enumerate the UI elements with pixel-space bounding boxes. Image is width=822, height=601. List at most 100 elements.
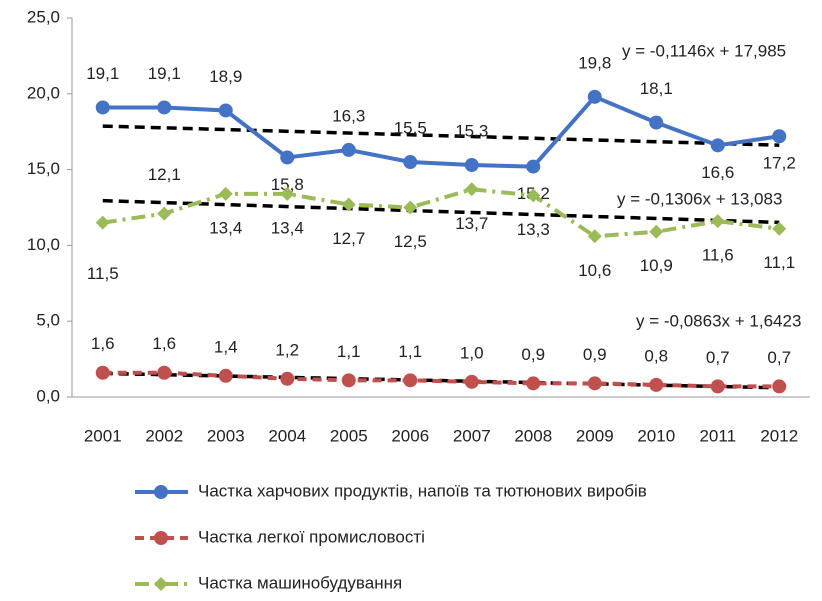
- data-point: [280, 150, 295, 165]
- data-label: 12,5: [394, 232, 427, 251]
- data-point: [587, 376, 602, 391]
- y-tick-label: 0,0: [36, 386, 60, 405]
- data-label: 17,2: [763, 154, 796, 173]
- y-tick-label: 15,0: [27, 159, 60, 178]
- data-label: 1,6: [91, 334, 115, 353]
- data-point: [218, 186, 233, 201]
- data-point: [341, 197, 356, 212]
- data-label: 0,7: [706, 348, 730, 367]
- data-point: [218, 103, 233, 118]
- data-label: 13,7: [455, 214, 488, 233]
- x-tick-label: 2005: [330, 426, 368, 445]
- data-label: 1,1: [398, 342, 422, 361]
- data-label: 12,7: [332, 229, 365, 248]
- x-tick-label: 2001: [84, 426, 122, 445]
- data-label: 0,9: [521, 345, 545, 364]
- series-line: [102, 370, 780, 389]
- data-label: 13,3: [517, 220, 550, 239]
- x-tick-label: 2012: [760, 426, 798, 445]
- legend-label: Частка машинобудування: [198, 573, 402, 592]
- trendline-equation: y = -0,1306x + 13,083: [617, 189, 782, 208]
- data-point: [403, 155, 418, 170]
- data-label: 0,7: [767, 348, 791, 367]
- data-label: 13,4: [209, 218, 242, 237]
- data-point: [710, 214, 725, 229]
- data-label: 11,1: [763, 253, 795, 272]
- trendline-equation: y = -0,1146x + 17,985: [622, 41, 786, 60]
- x-tick-label: 2004: [268, 426, 306, 445]
- data-point: [95, 365, 110, 380]
- data-point: [772, 221, 787, 236]
- data-point: [772, 379, 787, 394]
- data-point: [157, 365, 172, 380]
- data-point: [341, 142, 356, 157]
- series-line: [102, 94, 780, 169]
- data-label: 18,1: [640, 79, 673, 98]
- data-point: [280, 186, 295, 201]
- y-tick-label: 10,0: [27, 235, 60, 254]
- data-point: [772, 129, 787, 144]
- data-point: [649, 377, 664, 392]
- x-tick-label: 2009: [576, 426, 614, 445]
- data-point: [95, 100, 110, 115]
- series-line: [102, 187, 780, 239]
- data-label: 10,9: [640, 256, 673, 275]
- data-point: [157, 206, 172, 221]
- data-point: [403, 200, 418, 215]
- data-label: 15,8: [271, 175, 304, 194]
- data-point: [341, 373, 356, 388]
- data-point: [464, 374, 479, 389]
- legend-label: Частка харчових продуктів, напоїв та тют…: [198, 481, 647, 500]
- trendline: [102, 198, 780, 225]
- trendline-equation: y = -0,0863x + 1,6423: [636, 311, 801, 330]
- data-label: 19,8: [578, 53, 611, 72]
- data-label: 10,6: [578, 261, 611, 280]
- data-point: [710, 138, 725, 153]
- data-point: [710, 379, 725, 394]
- y-tick-label: 5,0: [36, 311, 60, 330]
- data-label: 1,0: [460, 343, 484, 362]
- legend-label: Частка легкої промисловості: [198, 527, 425, 546]
- data-point: [587, 229, 602, 244]
- data-label: 0,8: [644, 346, 668, 365]
- y-tick-label: 20,0: [27, 83, 60, 102]
- data-label: 15,5: [394, 119, 427, 138]
- data-label: 19,1: [148, 64, 181, 83]
- data-label: 1,2: [275, 340, 299, 359]
- data-label: 1,4: [214, 337, 238, 356]
- data-point: [218, 368, 233, 383]
- data-point: [464, 182, 479, 197]
- data-label: 19,1: [86, 64, 119, 83]
- legend-marker: [154, 577, 168, 591]
- legend-marker: [154, 485, 168, 499]
- data-point: [649, 115, 664, 130]
- x-tick-label: 2007: [453, 426, 491, 445]
- data-point: [649, 224, 664, 239]
- data-label: 0,9: [583, 345, 607, 364]
- data-label: 1,6: [152, 334, 176, 353]
- data-label: 11,5: [87, 264, 119, 283]
- data-label: 1,1: [337, 342, 361, 361]
- x-tick-label: 2002: [145, 426, 183, 445]
- data-point: [526, 159, 541, 174]
- data-point: [95, 215, 110, 230]
- data-point: [526, 376, 541, 391]
- legend-marker: [154, 531, 168, 545]
- data-label: 16,6: [701, 163, 734, 182]
- x-tick-label: 2010: [637, 426, 675, 445]
- x-tick-label: 2006: [391, 426, 429, 445]
- data-point: [587, 89, 602, 104]
- data-label: 12,1: [148, 165, 181, 184]
- y-tick-label: 25,0: [27, 7, 60, 26]
- data-point: [280, 371, 295, 386]
- x-tick-label: 2003: [207, 426, 245, 445]
- trendline: [102, 124, 780, 147]
- data-label: 18,9: [209, 67, 242, 86]
- data-label: 15,3: [455, 122, 488, 141]
- data-point: [526, 188, 541, 203]
- data-label: 11,6: [702, 246, 734, 265]
- data-label: 16,3: [332, 106, 365, 125]
- x-tick-label: 2011: [699, 426, 736, 445]
- x-tick-label: 2008: [514, 426, 552, 445]
